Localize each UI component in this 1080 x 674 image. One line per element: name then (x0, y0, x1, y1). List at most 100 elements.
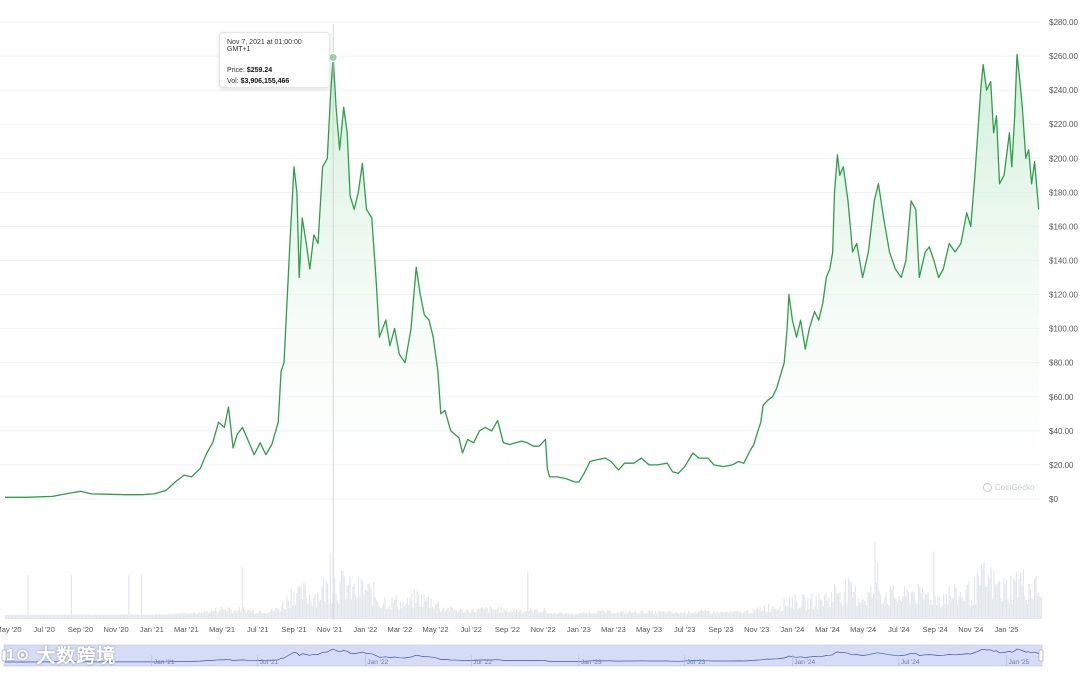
volume-bar (528, 610, 530, 619)
volume-bar (969, 606, 971, 619)
navigator-tick-label: Jul '24 (901, 659, 920, 666)
volume-bar (787, 604, 789, 619)
volume-bar (516, 609, 518, 619)
volume-bar (968, 581, 970, 619)
volume-bar (607, 609, 609, 619)
navigator-left-handle[interactable] (1, 649, 7, 662)
volume-bars (5, 542, 1043, 619)
volume-bar (112, 614, 114, 619)
volume-bar (1029, 589, 1031, 619)
volume-bar (600, 611, 602, 619)
volume-bar (338, 603, 340, 619)
volume-bar (775, 608, 777, 619)
volume-bar (93, 614, 95, 619)
volume-bar (285, 609, 287, 619)
volume-bar (964, 601, 966, 619)
volume-bar (591, 613, 593, 619)
volume-bar (728, 612, 730, 619)
volume-bar (370, 587, 372, 619)
volume-bar (255, 613, 257, 619)
volume-bar (217, 612, 219, 619)
volume-bar (623, 613, 625, 619)
volume-bar (783, 598, 785, 619)
volume-bar (86, 614, 88, 619)
volume-bar (279, 611, 281, 619)
volume-bar (898, 595, 900, 619)
volume-bar (1003, 578, 1005, 619)
volume-bar (888, 604, 890, 619)
volume-bar (737, 610, 739, 619)
volume-bar (433, 608, 435, 619)
volume-bar (524, 610, 526, 619)
volume-bar (1027, 604, 1029, 619)
volume-bar (348, 585, 350, 619)
volume-bar (170, 614, 172, 619)
range-navigator[interactable]: Jan '21 Jul '21 Jan '22 Jul '22 Jan '23 Jul '… (1, 644, 1044, 667)
volume-bar (275, 608, 277, 619)
volume-bar (597, 611, 599, 619)
volume-bar (171, 614, 173, 619)
volume-bar (852, 597, 854, 619)
volume-bar (679, 612, 681, 619)
volume-bar (853, 591, 855, 619)
volume-bar (808, 609, 810, 619)
volume-bar (455, 610, 457, 619)
volume-bar (220, 606, 222, 619)
volume-bar (971, 600, 973, 619)
volume-bar (993, 571, 995, 619)
volume-bar (836, 593, 838, 619)
volume-bar (101, 614, 103, 619)
volume-bar (199, 613, 201, 619)
volume-bar (675, 611, 677, 619)
volume-bar (265, 613, 267, 619)
volume-bar (94, 614, 96, 619)
navigator-right-handle[interactable] (1038, 649, 1044, 662)
volume-bar (961, 596, 963, 619)
volume-bar (399, 601, 401, 619)
volume-bar (478, 608, 480, 619)
volume-bar (150, 614, 152, 619)
volume-bar (857, 598, 859, 619)
volume-bar (714, 613, 716, 619)
volume-bar (733, 611, 735, 619)
volume-bar (854, 586, 856, 619)
volume-bar (157, 614, 159, 619)
volume-bar (472, 608, 474, 619)
volume-bar (794, 594, 796, 619)
volume-bar (791, 596, 793, 619)
volume-bar (401, 608, 403, 619)
volume-bar (219, 610, 221, 619)
volume-bar (815, 595, 817, 619)
volume-bar (891, 589, 893, 619)
volume-bar (692, 612, 694, 619)
volume-bar (24, 614, 26, 619)
price-line (5, 53, 1040, 498)
volume-bar (163, 614, 165, 619)
volume-bar (630, 612, 632, 619)
volume-bar (48, 614, 50, 619)
volume-bar (357, 577, 359, 619)
volume-bar (691, 613, 693, 619)
x-tick-label: Nov '24 (958, 625, 983, 634)
volume-bar (222, 609, 224, 619)
volume-bar (810, 598, 812, 619)
y-tick-label: $140.00 (1049, 257, 1078, 266)
volume-bar (910, 591, 912, 619)
volume-bar (702, 611, 704, 619)
volume-bar (467, 609, 469, 619)
volume-bar (89, 614, 91, 619)
volume-bar (618, 613, 620, 619)
y-tick-label: $200.00 (1049, 154, 1078, 163)
volume-bar (684, 611, 686, 619)
volume-bar (665, 613, 667, 619)
volume-bar (440, 611, 442, 619)
y-tick-label: $40.00 (1049, 427, 1074, 436)
volume-bar (486, 608, 488, 619)
volume-bar (418, 594, 420, 619)
volume-bar (1015, 571, 1017, 619)
volume-bar (859, 601, 861, 619)
volume-bar (276, 608, 278, 619)
y-tick-label: $220.00 (1049, 120, 1078, 129)
volume-bar (339, 580, 341, 619)
